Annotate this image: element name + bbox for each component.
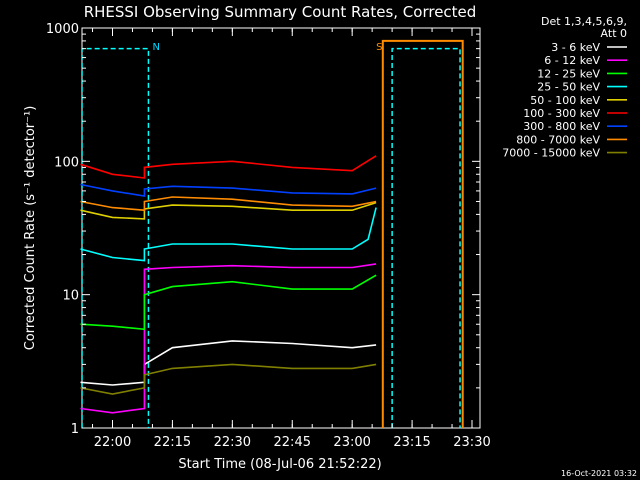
legend-header-line: Att 0 [601,27,627,40]
legend-label: 3 - 6 keV [551,41,600,54]
x-tick-label: 23:30 [453,435,490,450]
footer-timestamp: 16-Oct-2021 03:32 [561,469,637,478]
chart-title: RHESSI Observing Summary Count Rates, Co… [84,3,477,21]
legend-label: 6 - 12 keV [544,54,600,67]
legend-label: 300 - 800 keV [523,120,600,133]
saa-flag [381,39,464,428]
series-line-8 [80,363,377,395]
legend-label: 12 - 25 keV [537,67,600,80]
axes-layer: 22:00 22:15 22:30 22:45 23:00 23:15 23:30 1 10 10… [46,22,491,450]
x-tick-label: 22:15 [154,435,191,450]
legend-label: 7000 - 15000 keV [502,147,600,160]
annotation-s: S [376,42,382,53]
series-line-4 [80,201,377,220]
y-tick-label: 1 [71,422,79,437]
series-line-3 [80,207,377,262]
series-line-6 [80,183,377,197]
y-axis-label: Corrected Count Rate (s⁻¹ detector⁻¹) [23,106,38,351]
x-tick-label: 22:30 [214,435,251,450]
x-tick-label: 23:15 [393,435,430,450]
legend-label: 100 - 300 keV [523,107,600,120]
y-tick-label: 10 [62,289,79,304]
x-tick-label: 22:45 [274,435,311,450]
series-layer [80,155,377,414]
x-axis-label: Start Time (08-Jul-06 21:52:22) [178,457,381,472]
annotation-n: N [152,42,159,53]
legend-label: 800 - 7000 keV [516,133,600,146]
legend-label: 25 - 50 keV [537,81,600,94]
series-line-0 [80,340,377,386]
legend-label: 50 - 100 keV [530,94,600,107]
series-line-5 [80,155,377,179]
x-tick-label: 23:00 [333,435,370,450]
y-tick-label: 100 [54,155,79,170]
series-line-2 [80,274,377,331]
y-tick-label: 1000 [46,22,79,37]
night-flag [391,47,461,428]
plot-frame [81,27,481,429]
series-line-7 [80,196,377,212]
x-tick-label: 22:00 [94,435,131,450]
legend-header-line: Det 1,3,4,5,6,9, [541,15,627,28]
night-flag [81,47,150,428]
series-line-1 [80,263,377,414]
